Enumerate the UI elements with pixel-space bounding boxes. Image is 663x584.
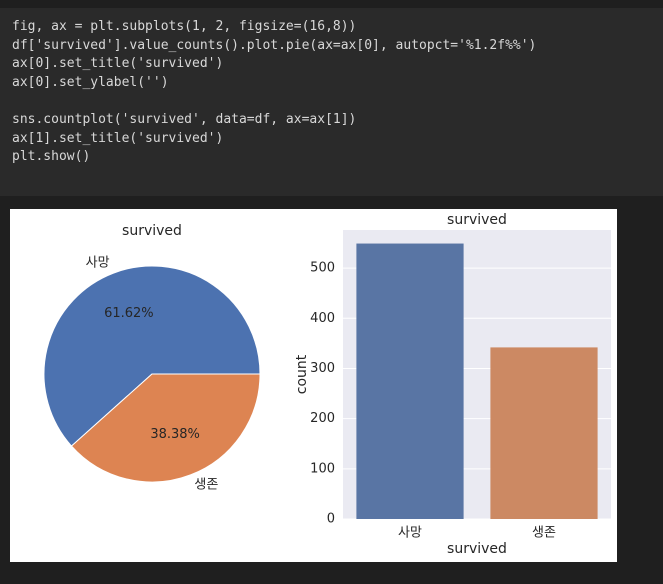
code-cell[interactable]: fig, ax = plt.subplots(1, 2, figsize=(16… [0, 8, 663, 196]
code-line: sns.countplot('survived', data=df, ax=ax… [12, 112, 357, 127]
y-axis-label: count [294, 354, 310, 394]
code-line: ax[1].set_title('survived') [12, 130, 224, 146]
y-tick-label: 100 [310, 461, 335, 476]
y-tick-label: 500 [310, 261, 335, 276]
x-tick-label: 생존 [532, 526, 556, 541]
chart-title: survived [122, 223, 182, 239]
charts: survived 사망 61.62% 생존 38.38% 0 100 200 300 400 500… [43, 212, 611, 557]
y-tick-label: 400 [310, 311, 335, 326]
code-block: fig, ax = plt.subplots(1, 2, figsize=(16… [12, 18, 536, 93]
value-label: 61.62% [104, 306, 154, 321]
code-block: sns.countplot('survived', data=df, ax=ax… [12, 111, 356, 167]
pie-slice [43, 265, 261, 447]
slice-label: 생존 [194, 477, 218, 492]
code-line: fig, ax = plt.subplots(1, 2, figsize=(16… [12, 19, 357, 34]
x-axis-label: survived [447, 541, 507, 557]
y-tick-label: 300 [310, 361, 335, 376]
code-line: plt.show() [12, 149, 91, 165]
y-tick-label: 200 [310, 411, 335, 426]
y-tick-label: 0 [327, 512, 335, 527]
code-line: ax[0].set_title('survived') [12, 56, 224, 72]
x-tick-label: 사망 [398, 526, 422, 541]
chart-title: survived [447, 212, 507, 228]
slice-label: 사망 [86, 256, 110, 271]
pie-slice [70, 373, 261, 483]
bar [356, 243, 464, 519]
code-line: ax[0].set_ylabel('') [12, 75, 169, 91]
output-area: survived 사망 61.62% 생존 38.38% 0 100 200 300 400 500… [10, 209, 617, 562]
bar [490, 347, 598, 519]
code-line: df['survived'].value_counts().plot.pie(a… [12, 37, 537, 53]
value-label: 38.38% [150, 427, 200, 442]
